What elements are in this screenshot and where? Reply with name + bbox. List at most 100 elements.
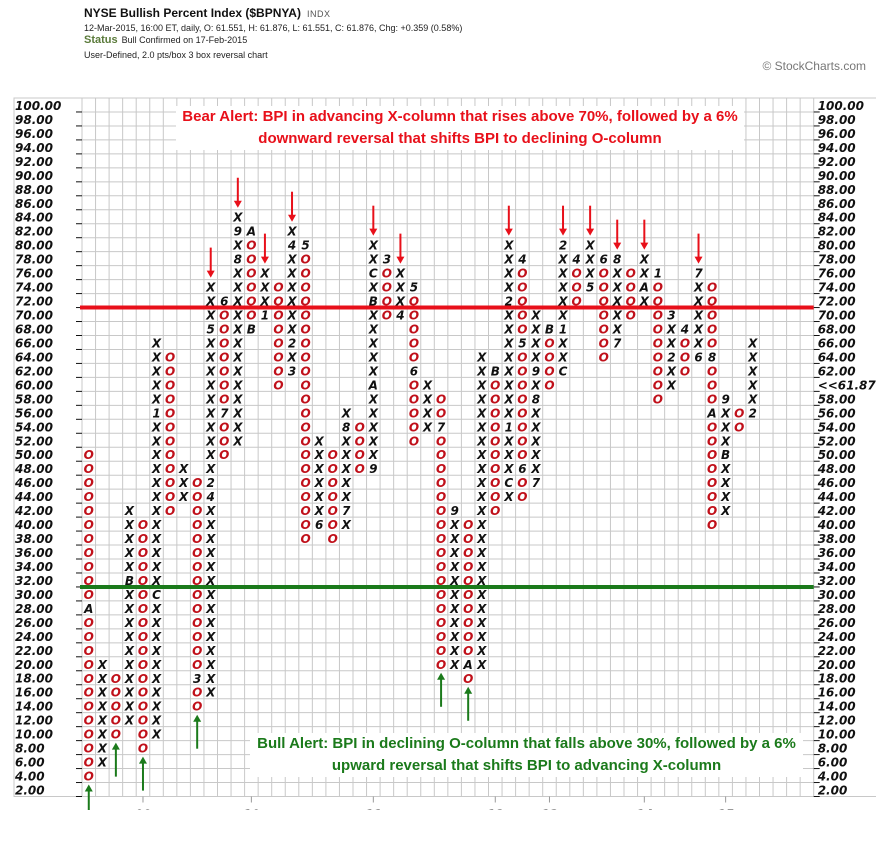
svg-text:O: O	[84, 588, 94, 602]
svg-text:X: X	[557, 267, 568, 281]
svg-text:X: X	[720, 490, 731, 504]
svg-text:38.00: 38.00	[15, 532, 53, 546]
svg-text:X: X	[124, 504, 135, 518]
svg-text:X: X	[151, 518, 162, 532]
svg-text:O: O	[436, 406, 446, 420]
svg-text:X: X	[422, 392, 433, 406]
svg-text:X: X	[205, 686, 216, 700]
svg-text:9: 9	[532, 364, 540, 378]
svg-text:X: X	[422, 378, 433, 392]
svg-text:O: O	[436, 602, 446, 616]
svg-text:X: X	[259, 267, 270, 281]
svg-text:X: X	[503, 281, 514, 295]
svg-text:X: X	[449, 644, 460, 658]
svg-text:X: X	[476, 490, 487, 504]
svg-text:76.00: 76.00	[818, 267, 856, 281]
svg-text:X: X	[205, 364, 216, 378]
svg-text:O: O	[571, 295, 581, 309]
svg-text:O: O	[84, 686, 94, 700]
svg-text:O: O	[300, 476, 310, 490]
svg-text:O: O	[599, 350, 609, 364]
svg-text:X: X	[151, 378, 162, 392]
svg-text:X: X	[205, 434, 216, 448]
svg-text:O: O	[544, 350, 554, 364]
svg-text:X: X	[503, 253, 514, 267]
svg-text:X: X	[639, 253, 650, 267]
svg-text:X: X	[151, 560, 162, 574]
svg-text:X: X	[530, 378, 541, 392]
svg-text:X: X	[151, 672, 162, 686]
svg-text:O: O	[219, 364, 229, 378]
svg-text:O: O	[138, 546, 148, 560]
svg-text:X: X	[476, 588, 487, 602]
svg-text:6: 6	[220, 295, 228, 309]
svg-text:O: O	[355, 420, 365, 434]
svg-text:O: O	[707, 281, 717, 295]
svg-text:X: X	[124, 602, 135, 616]
svg-text:O: O	[192, 518, 202, 532]
svg-text:X: X	[259, 295, 270, 309]
svg-text:O: O	[463, 546, 473, 560]
svg-text:X: X	[476, 574, 487, 588]
svg-text:X: X	[368, 420, 379, 434]
svg-text:X: X	[232, 406, 243, 420]
svg-text:O: O	[490, 476, 500, 490]
svg-text:X: X	[368, 364, 379, 378]
svg-text:X: X	[422, 420, 433, 434]
svg-text:X: X	[232, 239, 243, 253]
svg-text:2: 2	[207, 476, 215, 490]
svg-text:O: O	[436, 392, 446, 406]
svg-text:O: O	[84, 742, 94, 756]
svg-text:9: 9	[450, 504, 458, 518]
svg-text:X: X	[557, 309, 568, 323]
svg-text:O: O	[219, 336, 229, 350]
svg-text:X: X	[151, 462, 162, 476]
svg-text:X: X	[693, 336, 704, 350]
svg-text:X: X	[503, 378, 514, 392]
svg-text:O: O	[300, 490, 310, 504]
svg-text:O: O	[192, 686, 202, 700]
svg-text:O: O	[84, 546, 94, 560]
svg-text:O: O	[219, 434, 229, 448]
svg-text:O: O	[599, 295, 609, 309]
svg-text:O: O	[436, 560, 446, 574]
svg-text:X: X	[232, 309, 243, 323]
svg-text:6.00: 6.00	[818, 756, 848, 770]
svg-text:20.00: 20.00	[15, 658, 53, 672]
svg-text:7: 7	[437, 420, 446, 434]
svg-text:54.00: 54.00	[15, 420, 53, 434]
svg-text:X: X	[720, 434, 731, 448]
svg-text:50.00: 50.00	[15, 448, 53, 462]
svg-text:O: O	[490, 448, 500, 462]
svg-text:O: O	[192, 588, 202, 602]
svg-text:X: X	[205, 672, 216, 686]
svg-text:24.00: 24.00	[15, 630, 53, 644]
svg-text:O: O	[707, 309, 717, 323]
svg-text:O: O	[436, 532, 446, 546]
svg-text:O: O	[219, 350, 229, 364]
svg-text:X: X	[232, 211, 243, 225]
svg-text:O: O	[355, 434, 365, 448]
svg-text:O: O	[246, 309, 256, 323]
svg-text:X: X	[341, 490, 352, 504]
svg-text:X: X	[205, 602, 216, 616]
svg-text:X: X	[232, 267, 243, 281]
svg-text:O: O	[409, 420, 419, 434]
svg-text:O: O	[165, 406, 175, 420]
svg-text:26.00: 26.00	[818, 616, 856, 630]
svg-text:70.00: 70.00	[15, 309, 53, 323]
svg-text:26.00: 26.00	[15, 616, 53, 630]
svg-text:X: X	[341, 462, 352, 476]
svg-text:X: X	[205, 588, 216, 602]
svg-text:O: O	[138, 700, 148, 714]
svg-text:B: B	[721, 448, 730, 462]
svg-text:C: C	[559, 364, 568, 378]
svg-text:X: X	[205, 560, 216, 574]
svg-text:O: O	[680, 350, 690, 364]
svg-text:O: O	[517, 392, 527, 406]
svg-text:7: 7	[220, 406, 229, 420]
svg-text:X: X	[693, 323, 704, 337]
svg-text:O: O	[382, 281, 392, 295]
svg-text:O: O	[463, 588, 473, 602]
svg-text:O: O	[300, 281, 310, 295]
